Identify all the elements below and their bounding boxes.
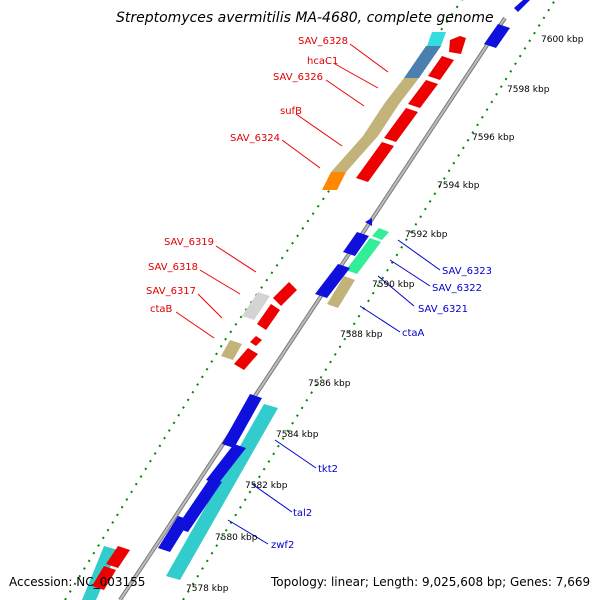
gene-label-sav6324[interactable]: SAV_6324	[230, 133, 280, 144]
forward-strand-genes	[92, 36, 466, 590]
tick-label: 7588 kbp	[340, 330, 383, 340]
tick-label: 7600 kbp	[541, 35, 584, 45]
tick-label: 7586 kbp	[308, 379, 351, 389]
tick-label: 7584 kbp	[276, 430, 319, 440]
accession-text: Accession: NC_003155	[9, 575, 145, 589]
cog-feature[interactable]	[331, 136, 378, 172]
gene-label-sav6318[interactable]: SAV_6318	[148, 262, 198, 273]
tick-label: 7596 kbp	[472, 133, 515, 143]
gene-arrow-reverse[interactable]	[484, 24, 510, 48]
gene-label-sav6326[interactable]: SAV_6326	[273, 72, 323, 83]
gene-label-ctaa[interactable]: ctaA	[402, 328, 425, 339]
gene-label-sav6317[interactable]: SAV_6317	[146, 286, 196, 297]
right-gene-labels: SAV_6323 SAV_6322 SAV_6321 ctaA tkt2 tal…	[271, 266, 492, 551]
cog-feature[interactable]	[346, 238, 381, 274]
gene-arrow-forward[interactable]	[106, 546, 130, 568]
cog-feature[interactable]	[221, 340, 242, 360]
gene-arrow-reverse[interactable]	[206, 444, 246, 484]
cog-feature[interactable]	[327, 276, 355, 308]
genome-backbone	[118, 16, 507, 600]
cog-feature[interactable]	[166, 404, 278, 580]
gene-arrow-forward[interactable]	[428, 56, 454, 80]
gene-arrow-forward[interactable]	[384, 108, 418, 142]
cog-feature[interactable]	[242, 292, 270, 320]
tick-label: 7578 kbp	[186, 584, 229, 594]
gene-label-ctab[interactable]: ctaB	[150, 304, 173, 315]
gene-label-tal2[interactable]: tal2	[293, 508, 312, 519]
gene-label-zwf2[interactable]: zwf2	[271, 540, 294, 551]
inner-tick-ruler	[182, 0, 556, 600]
map-title: Streptomyces avermitilis MA-4680, comple…	[116, 10, 494, 26]
cog-feature[interactable]	[427, 32, 446, 46]
gene-arrow-reverse[interactable]	[176, 478, 222, 532]
gene-label-sav6323[interactable]: SAV_6323	[442, 266, 492, 277]
gene-arrow-forward[interactable]	[257, 304, 280, 330]
gene-label-sav6321[interactable]: SAV_6321	[418, 304, 468, 315]
tick-label: 7594 kbp	[437, 181, 480, 191]
left-label-leaders	[175, 43, 389, 339]
gene-arrow-reverse[interactable]	[343, 232, 369, 256]
gene-arrow-forward[interactable]	[92, 566, 116, 590]
topology-summary-text: Topology: linear; Length: 9,025,608 bp; …	[270, 575, 590, 589]
gene-arrow-reverse[interactable]	[222, 394, 262, 448]
right-label-leaders	[227, 239, 441, 545]
gene-arrow-forward[interactable]	[234, 348, 258, 370]
left-gene-labels: SAV_6328 hcaC1 SAV_6326 sufB SAV_6324 SA…	[146, 36, 348, 315]
cog-feature[interactable]	[384, 78, 419, 104]
gene-arrow-forward[interactable]	[356, 142, 394, 182]
cog-feature[interactable]	[363, 104, 399, 136]
reverse-strand-genes	[158, 0, 530, 552]
cog-feature[interactable]	[322, 172, 346, 190]
gene-arrow-reverse[interactable]	[158, 516, 190, 552]
tick-label: 7592 kbp	[405, 230, 448, 240]
gene-arrow-reverse[interactable]	[514, 0, 530, 12]
gene-label-sav6328[interactable]: SAV_6328	[298, 36, 348, 47]
gene-arrow-forward[interactable]	[250, 336, 262, 346]
cog-feature[interactable]	[372, 228, 389, 240]
cog-track-right	[327, 228, 389, 308]
gene-arrow-reverse[interactable]	[315, 264, 350, 298]
tick-label: 7582 kbp	[245, 481, 288, 491]
tick-label: 7580 kbp	[215, 533, 258, 543]
gene-label-hcac1[interactable]: hcaC1	[307, 56, 338, 67]
gene-arrow-forward[interactable]	[449, 36, 466, 54]
tick-labels: 7600 kbp 7598 kbp 7596 kbp 7594 kbp 7592…	[186, 35, 584, 594]
tick-label: 7590 kbp	[372, 280, 415, 290]
gene-arrow-forward[interactable]	[408, 80, 438, 108]
gene-label-sav6322[interactable]: SAV_6322	[432, 283, 482, 294]
cog-feature[interactable]	[404, 46, 441, 78]
gene-label-sufb[interactable]: sufB	[280, 106, 302, 117]
gene-arrow-reverse[interactable]	[365, 218, 372, 226]
gene-label-sav6319[interactable]: SAV_6319	[164, 237, 214, 248]
tick-label: 7598 kbp	[507, 85, 550, 95]
gene-label-tkt2[interactable]: tkt2	[318, 464, 338, 475]
gene-arrow-forward[interactable]	[273, 282, 297, 306]
